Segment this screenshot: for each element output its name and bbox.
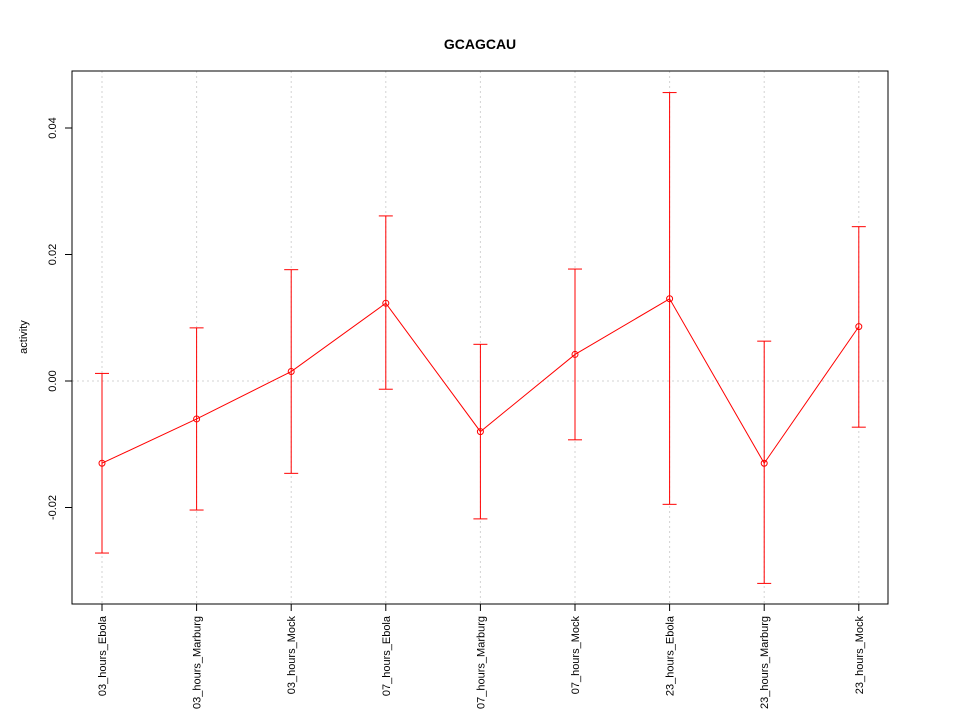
series-line <box>101 298 860 465</box>
x-tick-label: 23_hours_Ebola <box>665 615 677 696</box>
x-tick-label: 07_hours_Mock <box>570 616 582 695</box>
x-axis: 03_hours_Ebola 03_hours_Marburg 03_hours_M… <box>97 603 866 709</box>
x-tick-label: 23_hours_Marburg <box>759 616 771 709</box>
chart-title: GCAGCAU <box>444 36 516 52</box>
x-tick-label: 03_hours_Mock <box>286 616 298 695</box>
y-axis: -0.02 0.00 0.02 0.04 <box>47 117 73 520</box>
data-point <box>193 415 201 423</box>
data-point <box>476 428 484 436</box>
y-axis-label: activity <box>18 320 30 354</box>
data-point <box>666 295 674 303</box>
data-point <box>571 350 579 358</box>
grid <box>72 71 888 604</box>
x-tick-label: 23_hours_Mock <box>854 616 866 695</box>
x-tick-label: 03_hours_Ebola <box>97 615 109 696</box>
data-point <box>98 459 106 467</box>
data-point <box>382 299 390 307</box>
y-tick-label: 0.04 <box>47 117 59 138</box>
y-tick-label: 0.02 <box>47 244 59 265</box>
x-tick-label: 07_hours_Marburg <box>475 616 487 709</box>
y-tick-label: 0.00 <box>47 370 59 391</box>
y-tick-label: -0.02 <box>47 495 59 520</box>
data-point <box>287 368 295 376</box>
x-tick-label: 07_hours_Ebola <box>381 615 393 696</box>
series <box>95 92 866 584</box>
x-tick-label: 03_hours_Marburg <box>192 616 204 709</box>
plot-frame <box>71 70 889 605</box>
data-point <box>855 323 863 331</box>
data-point <box>760 459 768 467</box>
